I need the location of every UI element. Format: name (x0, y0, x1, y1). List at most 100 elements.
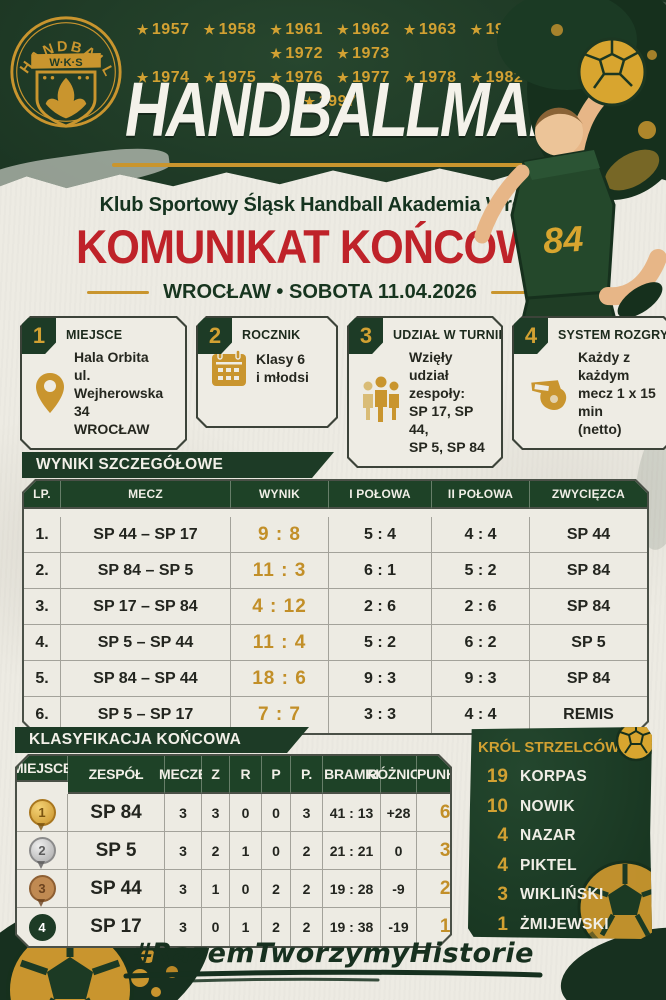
wins: 3 (202, 794, 230, 832)
match-index: 3. (24, 589, 61, 625)
calendar-icon (210, 348, 248, 388)
bronze-medal-icon: 3 (29, 875, 56, 902)
draws: 1 (230, 908, 262, 946)
info-box-udzial: 3 UDZIAŁ W TURNIEJU Wzięły udział zespoł… (347, 316, 503, 468)
box-line: SP 17, SP 44, (409, 403, 474, 437)
eagle-emblem (45, 77, 87, 119)
matches-played: 3 (165, 870, 202, 908)
scorers-title: KRÓL STRZELCÓW SP 84 (478, 739, 665, 756)
year: 1962 (352, 21, 390, 38)
scorer-name: NAZAR (520, 827, 576, 844)
place-cell: 2 (17, 832, 68, 870)
points: 3 (417, 832, 473, 870)
hashtag: #RazemTworzymyHistorie (132, 938, 534, 969)
column-header: II POŁOWA (432, 481, 530, 509)
location-pin-icon (34, 371, 66, 415)
first-half-score: 3 : 3 (329, 697, 432, 733)
box-line: Klasy 6 (256, 351, 306, 367)
column-header: MECZE (165, 756, 202, 794)
scorer-name: KORPAS (520, 768, 587, 785)
box-line: i młodsi (256, 369, 309, 385)
whistle-icon (526, 373, 570, 413)
star-icon: ★ (203, 70, 216, 85)
place-cell: 4 (17, 908, 68, 946)
match-index: 2. (24, 553, 61, 589)
match-winner: SP 5 (530, 625, 647, 661)
wins: 1 (202, 870, 230, 908)
star-icon: ★ (470, 22, 483, 37)
match-teams: SP 5 – SP 44 (61, 625, 231, 661)
match-winner: SP 84 (530, 553, 647, 589)
scorer-row: 4 NAZAR (478, 825, 644, 847)
year: 1978 (418, 69, 457, 86)
scorer-goals: 4 (497, 825, 508, 846)
classification-table: MIEJSCE ZESPÓŁ MECZE Z R P P. BRAMKI RÓŻ… (15, 754, 452, 948)
results-table: LP. MECZ WYNIK I POŁOWA II POŁOWA ZWYCIĘ… (22, 479, 649, 735)
column-header: RÓŻNICA (381, 756, 417, 794)
box-title: MIEJSCE (66, 328, 123, 342)
goal-difference: +28 (381, 794, 417, 832)
column-header: MECZ (61, 481, 231, 509)
scorer-goals: 19 (486, 766, 508, 787)
box-number-badge: 2 (198, 318, 232, 354)
draws: 0 (230, 794, 262, 832)
points: 1 (439, 916, 451, 937)
brush-underline (123, 969, 543, 983)
column-header: P. (291, 756, 323, 794)
scorer-goals: 1 (497, 913, 508, 935)
scorer-name: PIKTEL (520, 856, 577, 874)
info-boxes: 1 MIEJSCE Hala Orbita ul. Wejherowska 34… (20, 316, 646, 468)
column-header: R (230, 756, 262, 794)
team-name: SP 84 (68, 794, 165, 832)
star-icon: ★ (203, 22, 216, 37)
year: 1976 (285, 69, 323, 86)
year: 1961 (285, 21, 323, 38)
second-half-score: 6 : 2 (432, 625, 530, 661)
handball-decoration (577, 860, 652, 939)
handball-player-illustration: 84 (474, 0, 666, 340)
second-half-score: 9 : 3 (432, 661, 530, 697)
club-name: Klub Sportowy Śląsk Handball Akademia Wr… (99, 194, 567, 216)
matches-played: 3 (165, 908, 202, 946)
box-line: WROCŁAW (74, 421, 150, 437)
box-title: UDZIAŁ W TURNIEJU (393, 328, 524, 342)
player-jersey-number: 84 (542, 218, 585, 262)
scorer-goals: 10 (486, 795, 508, 817)
match-score: 9 : 8 (231, 517, 329, 553)
goals: 41 : 13 (323, 794, 381, 832)
column-header: LP. (24, 481, 61, 509)
year: 1997 (318, 93, 357, 110)
year: 1974 (151, 69, 190, 86)
goals: 21 : 21 (323, 832, 381, 870)
scorer-row: 19 KORPAS (478, 766, 644, 788)
points: 6 (417, 794, 473, 832)
wins: 0 (202, 908, 230, 946)
match-teams: SP 84 – SP 44 (61, 661, 231, 697)
section-title: WYNIKI SZCZEGÓŁOWE (36, 456, 224, 473)
column-header: PUNKTY (417, 756, 473, 794)
people-icon (361, 376, 401, 428)
silver-medal-icon: 2 (29, 837, 56, 864)
scorer-row: 4 PIKTEL (478, 855, 644, 877)
info-box-system: 4 SYSTEM ROZGRYWEK Każdy z każdym mecz 1… (512, 316, 666, 450)
p-dot: 3 (291, 794, 323, 832)
star-icon: ★ (270, 22, 283, 37)
match-winner: SP 84 (530, 661, 647, 697)
wins: 2 (202, 832, 230, 870)
matches-played: 3 (165, 794, 202, 832)
star-icon: ★ (303, 94, 316, 109)
second-half-score: 2 : 6 (432, 589, 530, 625)
star-icon: ★ (337, 22, 350, 37)
first-half-score: 6 : 1 (329, 553, 432, 589)
losses: 2 (262, 908, 291, 946)
team-name: SP 5 (68, 832, 165, 870)
logo-banner-text: W·K·S (49, 57, 82, 69)
gold-dash (87, 291, 150, 294)
fourth-place-badge: 4 (29, 914, 56, 941)
year: 1977 (352, 69, 390, 86)
year: 1975 (218, 69, 257, 86)
box-number-badge: 4 (514, 318, 548, 354)
place-cell: 1 (17, 794, 68, 832)
